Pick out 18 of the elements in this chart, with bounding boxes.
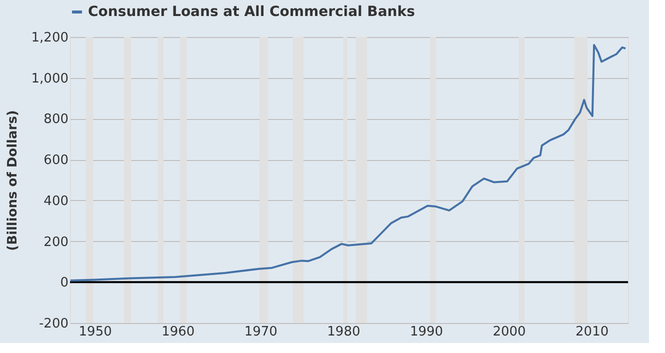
y-tick-label: -200 <box>38 316 68 332</box>
line-series <box>69 44 627 282</box>
x-tick-label: 1990 <box>410 324 444 340</box>
y-tick-label: 800 <box>44 112 68 128</box>
x-tick-label: 2000 <box>492 324 526 340</box>
y-tick-label: 1,200 <box>31 30 68 46</box>
x-tick-label: 1970 <box>244 324 278 340</box>
y-axis-title: (Billions of Dollars) <box>5 110 20 251</box>
y-tick-label: 600 <box>44 153 68 168</box>
y-tick-label: 200 <box>44 234 68 250</box>
legend-label: Consumer Loans at All Commercial Banks <box>88 4 415 20</box>
x-tick-label: 1980 <box>327 324 360 340</box>
y-tick-label: 400 <box>44 194 68 209</box>
y-tick-label: 1,000 <box>31 71 68 86</box>
y-tick-label: 0 <box>60 276 68 291</box>
x-tick-label: 1960 <box>162 324 195 340</box>
x-tick-label: 2010 <box>576 324 609 340</box>
x-tick-label: 1950 <box>78 324 112 340</box>
